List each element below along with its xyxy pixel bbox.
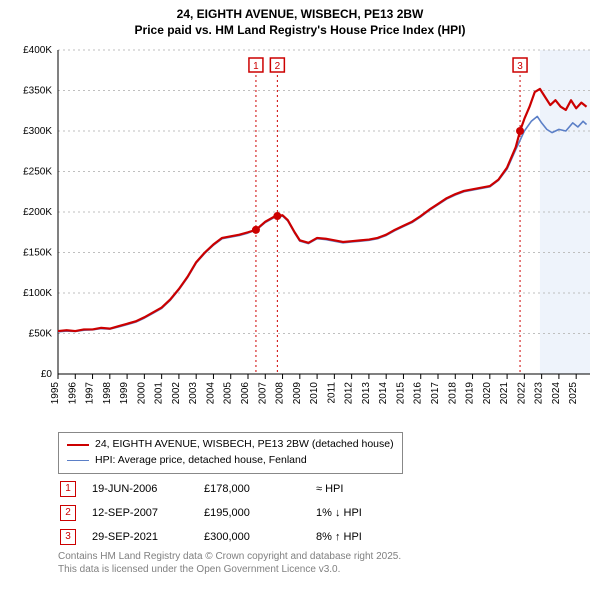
svg-text:2: 2: [275, 61, 281, 72]
svg-text:£50K: £50K: [29, 329, 53, 340]
svg-text:2008: 2008: [275, 382, 286, 405]
svg-text:£100K: £100K: [23, 288, 52, 299]
svg-text:£300K: £300K: [23, 126, 52, 137]
svg-text:2012: 2012: [344, 382, 355, 405]
attribution-line-2: This data is licensed under the Open Gov…: [58, 563, 401, 576]
sale-date: 12-SEP-2007: [92, 502, 202, 524]
sale-price: £195,000: [204, 502, 314, 524]
svg-text:2000: 2000: [136, 382, 147, 405]
svg-text:1997: 1997: [85, 382, 96, 405]
legend-swatch: [67, 460, 89, 461]
chart-container: 24, EIGHTH AVENUE, WISBECH, PE13 2BW Pri…: [0, 0, 600, 590]
svg-text:2023: 2023: [534, 382, 545, 405]
sale-delta: ≈ HPI: [316, 478, 376, 500]
svg-text:2025: 2025: [568, 382, 579, 405]
svg-text:£150K: £150K: [23, 248, 52, 259]
sale-delta: 8% ↑ HPI: [316, 526, 376, 548]
svg-text:2003: 2003: [188, 382, 199, 405]
legend-label: 24, EIGHTH AVENUE, WISBECH, PE13 2BW (de…: [95, 437, 394, 453]
svg-text:2015: 2015: [395, 382, 406, 405]
attribution-line-1: Contains HM Land Registry data © Crown c…: [58, 550, 401, 563]
svg-text:2010: 2010: [309, 382, 320, 405]
title-block: 24, EIGHTH AVENUE, WISBECH, PE13 2BW Pri…: [0, 0, 600, 38]
svg-text:£350K: £350K: [23, 86, 52, 97]
svg-text:2011: 2011: [326, 382, 337, 404]
sale-marker-box: 3: [60, 529, 76, 545]
legend-item: 24, EIGHTH AVENUE, WISBECH, PE13 2BW (de…: [67, 437, 394, 453]
svg-text:2020: 2020: [482, 382, 493, 405]
svg-text:2006: 2006: [240, 382, 251, 405]
svg-text:2018: 2018: [447, 382, 458, 405]
legend-item: HPI: Average price, detached house, Fenl…: [67, 453, 394, 469]
sale-date: 19-JUN-2006: [92, 478, 202, 500]
svg-text:2022: 2022: [516, 382, 527, 405]
svg-text:1: 1: [253, 61, 259, 72]
title-line-1: 24, EIGHTH AVENUE, WISBECH, PE13 2BW: [0, 6, 600, 22]
sale-price: £300,000: [204, 526, 314, 548]
table-row: 1 19-JUN-2006£178,000≈ HPI: [60, 478, 376, 500]
svg-text:2001: 2001: [154, 382, 165, 405]
svg-text:£250K: £250K: [23, 167, 52, 178]
svg-text:2014: 2014: [378, 382, 389, 405]
svg-text:2002: 2002: [171, 382, 182, 405]
svg-text:2017: 2017: [430, 382, 441, 405]
legend: 24, EIGHTH AVENUE, WISBECH, PE13 2BW (de…: [58, 432, 403, 474]
svg-text:3: 3: [517, 61, 523, 72]
sales-table: 1 19-JUN-2006£178,000≈ HPI 2 12-SEP-2007£19…: [58, 476, 378, 550]
chart-svg: £0 £50K £100K £150K £200K £250K £300K £350K £400…: [0, 44, 600, 424]
svg-text:2019: 2019: [465, 382, 476, 405]
sale-marker-box: 2: [60, 505, 76, 521]
sale-price: £178,000: [204, 478, 314, 500]
svg-text:2013: 2013: [361, 382, 372, 405]
sale-marker-box: 1: [60, 481, 76, 497]
table-row: 2 12-SEP-2007£195,0001% ↓ HPI: [60, 502, 376, 524]
sale-date: 29-SEP-2021: [92, 526, 202, 548]
svg-text:£0: £0: [41, 369, 53, 380]
svg-text:1996: 1996: [67, 382, 78, 405]
svg-text:1995: 1995: [50, 382, 61, 405]
legend-label: HPI: Average price, detached house, Fenl…: [95, 453, 307, 469]
svg-text:£200K: £200K: [23, 207, 52, 218]
svg-text:1998: 1998: [102, 382, 113, 405]
svg-text:2005: 2005: [223, 382, 234, 405]
title-line-2: Price paid vs. HM Land Registry's House …: [0, 22, 600, 38]
svg-text:2021: 2021: [499, 382, 510, 405]
svg-text:2016: 2016: [413, 382, 424, 405]
svg-text:2004: 2004: [205, 382, 216, 405]
legend-swatch: [67, 444, 89, 446]
svg-text:1999: 1999: [119, 382, 130, 405]
svg-text:2007: 2007: [257, 382, 268, 405]
svg-text:£400K: £400K: [23, 45, 52, 56]
sale-delta: 1% ↓ HPI: [316, 502, 376, 524]
table-row: 3 29-SEP-2021£300,0008% ↑ HPI: [60, 526, 376, 548]
chart: £0 £50K £100K £150K £200K £250K £300K £350K £400…: [0, 44, 600, 424]
svg-text:2009: 2009: [292, 382, 303, 405]
svg-text:2024: 2024: [551, 382, 562, 405]
attribution: Contains HM Land Registry data © Crown c…: [58, 550, 401, 576]
